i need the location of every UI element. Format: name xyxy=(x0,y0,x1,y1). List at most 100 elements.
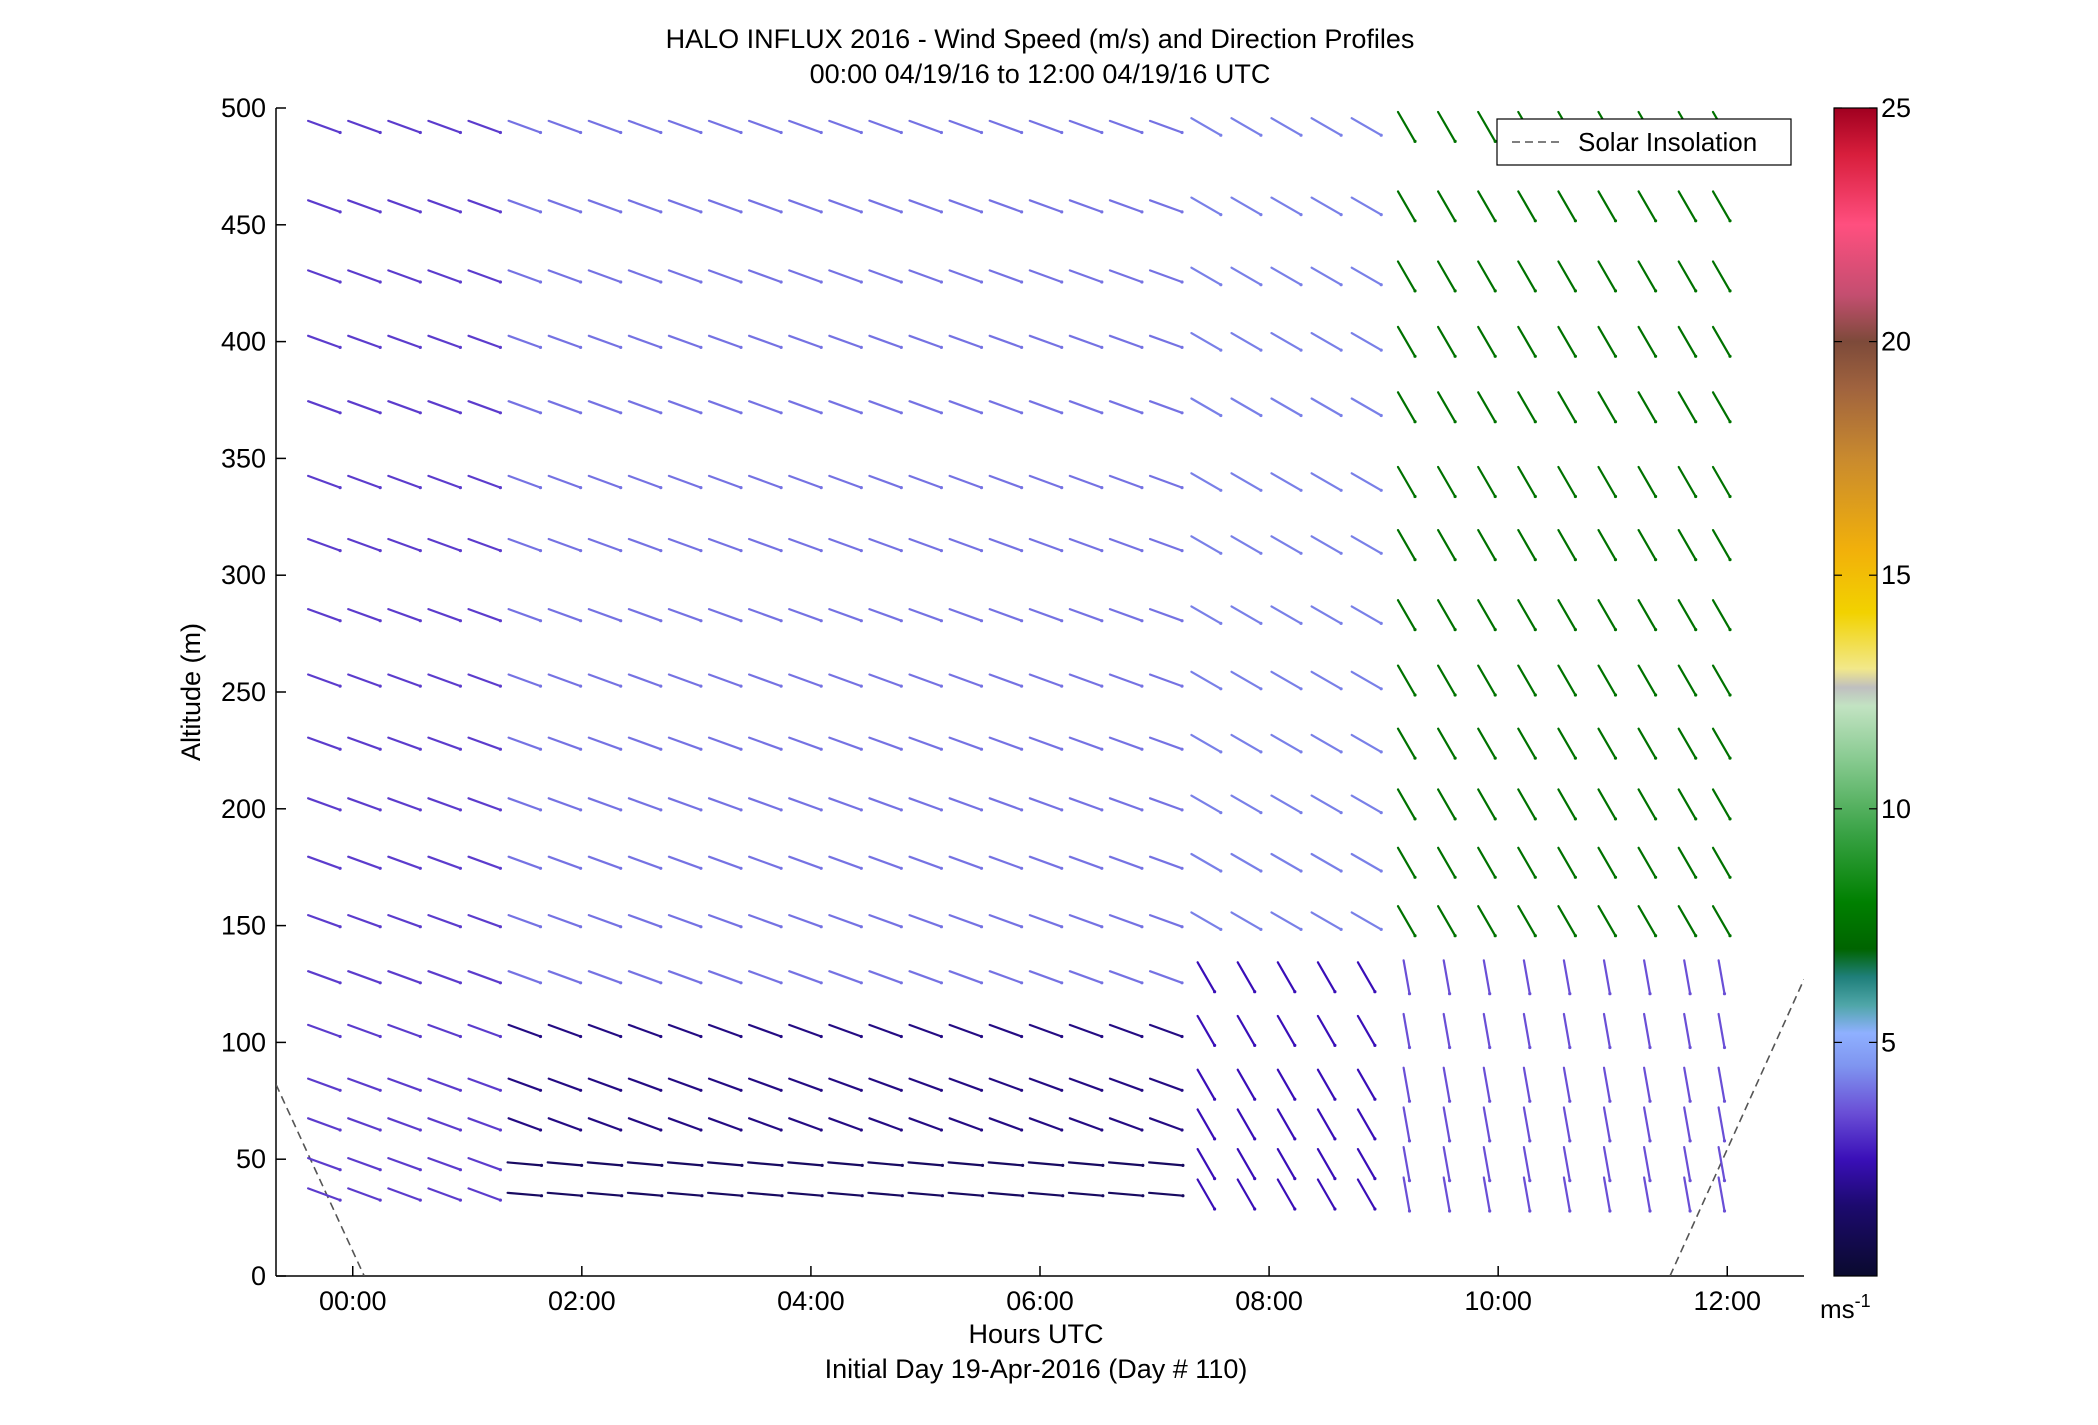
wind-barb-tip xyxy=(1688,1179,1692,1183)
wind-barb xyxy=(948,913,983,928)
wind-barb-tip xyxy=(619,866,623,870)
wind-barb-tip xyxy=(659,486,663,490)
wind-barb xyxy=(467,199,502,213)
wind-barb-tip xyxy=(1140,280,1144,284)
wind-barb xyxy=(1557,664,1577,697)
wind-barb xyxy=(427,1156,462,1171)
wind-barb xyxy=(1310,266,1343,286)
wind-barb xyxy=(1436,664,1457,697)
wind-barb-tip xyxy=(1613,219,1618,223)
wind-barb xyxy=(467,913,502,928)
wind-barb xyxy=(987,1191,1024,1197)
wind-barb xyxy=(627,537,662,552)
wind-barb xyxy=(427,970,462,984)
wind-barb xyxy=(1310,852,1343,873)
wind-barb-tip xyxy=(939,1034,944,1039)
wind-barb xyxy=(1637,788,1657,821)
wind-barb-tip xyxy=(939,1128,944,1132)
wind-barb-tip xyxy=(1533,693,1537,697)
wind-barb xyxy=(868,607,903,622)
wind-barb-tip xyxy=(1379,869,1383,873)
wind-barb xyxy=(907,1191,944,1197)
wind-barb xyxy=(1597,788,1617,821)
wind-barb-tip xyxy=(1648,1099,1652,1103)
wind-barb xyxy=(1522,959,1531,995)
wind-barb xyxy=(907,1161,944,1167)
wind-barb xyxy=(828,797,863,812)
wind-barb-tip xyxy=(1573,420,1577,424)
wind-barb xyxy=(1402,959,1411,995)
wind-barb xyxy=(387,1077,422,1092)
wind-barb-tip xyxy=(498,866,502,870)
wind-barb-tip xyxy=(1020,130,1024,135)
wind-barb-tip xyxy=(1722,1045,1727,1050)
wind-barb-tip xyxy=(1060,486,1064,490)
wind-barb-tip xyxy=(1493,756,1497,760)
wind-barb xyxy=(787,1191,824,1197)
wind-barb xyxy=(1396,905,1417,937)
wind-barb-tip xyxy=(458,747,462,751)
wind-barb xyxy=(1148,334,1184,349)
wind-barb xyxy=(467,797,502,812)
wind-barb-tip xyxy=(1573,693,1577,697)
wind-barb-tip xyxy=(498,130,502,135)
wind-barb-tip xyxy=(1448,1179,1452,1183)
wind-barb xyxy=(1310,472,1343,492)
wind-barb-tip xyxy=(1180,345,1184,349)
wind-barb xyxy=(1108,1117,1144,1132)
wind-barb-tip xyxy=(378,411,382,415)
wind-barb-tip xyxy=(1293,1207,1297,1211)
wind-barb xyxy=(587,199,622,213)
wind-barb-tip xyxy=(699,866,703,870)
y-tick-label: 200 xyxy=(221,794,266,824)
wind-barb xyxy=(547,913,582,928)
wind-barb-tip xyxy=(378,981,382,985)
colorbar-unit-label: ms-1 xyxy=(1820,1291,1871,1324)
wind-barb xyxy=(1236,961,1256,993)
wind-barb xyxy=(908,269,943,284)
wind-barb xyxy=(948,1077,983,1092)
wind-barb xyxy=(587,119,622,134)
wind-barb xyxy=(828,1077,863,1092)
wind-barb-tip xyxy=(979,1088,984,1092)
wind-barb xyxy=(788,607,823,622)
wind-barb xyxy=(307,855,342,870)
wind-barb xyxy=(307,474,342,489)
wind-barb xyxy=(467,334,502,349)
wind-barb xyxy=(747,797,783,812)
wind-barb-tip xyxy=(418,684,422,688)
wind-barb xyxy=(1276,961,1296,993)
wind-barb-tip xyxy=(1453,628,1457,632)
wind-barb-tip xyxy=(1688,992,1692,996)
wind-barb-tip xyxy=(939,684,944,688)
wind-barb xyxy=(1027,1161,1064,1167)
wind-barb-tip xyxy=(1060,808,1064,812)
wind-barb-tip xyxy=(1453,139,1457,143)
wind-barb xyxy=(1711,664,1732,697)
wind-barb-tip xyxy=(1339,551,1343,555)
wind-barb xyxy=(506,1191,543,1197)
wind-barb-tip xyxy=(1608,1099,1612,1103)
wind-barb xyxy=(1108,913,1144,928)
wind-barb-tip xyxy=(1180,210,1184,214)
wind-barb-tip xyxy=(1493,817,1497,821)
wind-barb xyxy=(1108,400,1144,414)
wind-barb xyxy=(1597,325,1617,358)
wind-barb-tip xyxy=(1573,289,1577,293)
wind-barb-tip xyxy=(1493,628,1497,632)
wind-barb-tip xyxy=(1493,420,1497,424)
wind-barb-tip xyxy=(899,1088,903,1092)
wind-barb-tip xyxy=(498,411,502,415)
wind-barb-tip xyxy=(1448,1099,1452,1103)
wind-barb xyxy=(1230,397,1263,417)
wind-barb xyxy=(1677,528,1697,561)
wind-barb-tip xyxy=(1528,1099,1532,1103)
wind-barb-tip xyxy=(1379,621,1383,626)
wind-barb xyxy=(1108,797,1144,812)
wind-barb-tip xyxy=(1528,1179,1532,1183)
wind-barb-tip xyxy=(1180,684,1184,688)
wind-barb-tip xyxy=(739,210,743,214)
wind-barb-tip xyxy=(579,549,583,553)
wind-barb xyxy=(347,1187,382,1202)
wind-barb-tip xyxy=(1694,558,1698,562)
